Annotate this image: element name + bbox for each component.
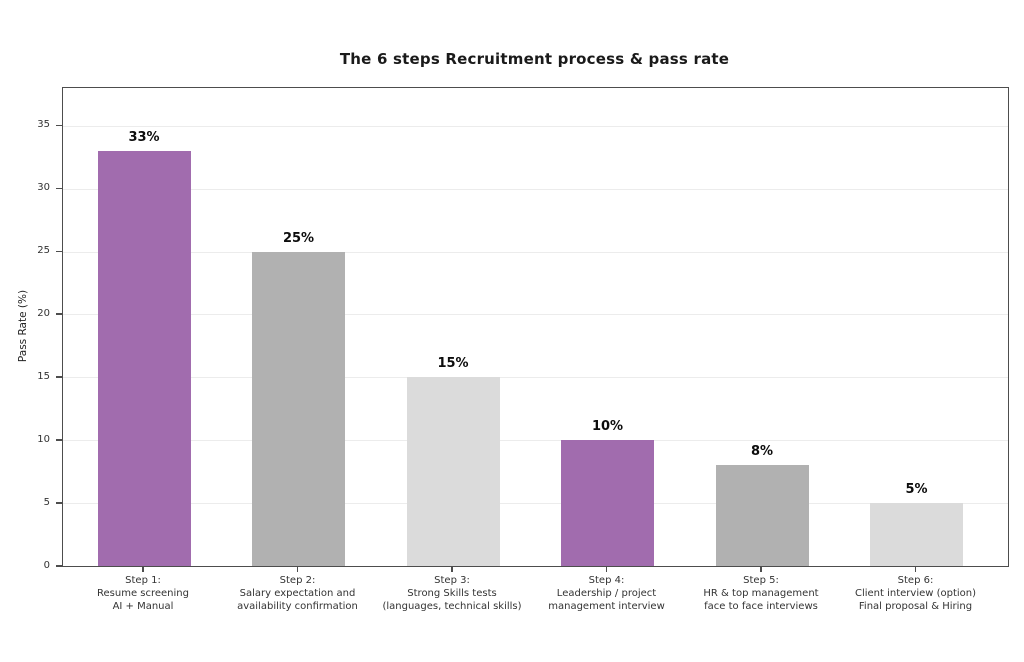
y-tick-label-5: 5 [43,496,50,508]
x-tick-label-step-2: Step 2: Salary expectation and availabilit… [188,574,408,613]
y-tick-mark-20 [56,313,62,315]
x-tick-label-line: AI + Manual [112,601,174,612]
x-tick-label-line: availability confirmation [237,601,358,612]
bar-value-label-step-6: 5% [905,482,928,498]
x-tick-label-line: Final proposal & Hiring [858,601,973,612]
x-tick-label-line: Client interview (option) [854,588,977,599]
x-tick-label-line: Resume screening [97,588,189,599]
y-tick-mark-15 [56,376,62,378]
bar-value-label-step-1: 33% [128,129,160,145]
y-tick-label-0: 0 [43,559,50,571]
bar-value-label-step-3: 15% [437,356,469,372]
bar-step-1 [97,150,191,566]
x-tick-label-line: Step 4: [588,575,625,586]
x-tick-label-line: Leadership / project [556,588,657,599]
x-tick-label-line: Step 1: [125,575,161,586]
y-tick-mark-30 [56,187,62,190]
gridline-10 [63,440,1008,442]
bar-step-4 [561,440,654,566]
y-tick-mark-0 [56,565,62,567]
x-tick-label-step-5: Step 5: HR & top management face to face i… [651,574,871,613]
x-tick-mark-step-5 [760,566,762,572]
bar-step-6 [870,503,963,566]
x-tick-label-line: Salary expectation and [239,588,356,599]
plot-area: 33% 25% 15% 10% 8% 5% [62,87,1009,567]
bar-step-3 [406,377,500,566]
x-tick-mark-step-1 [142,566,144,572]
x-tick-mark-step-3 [451,566,453,572]
bar-value-label-step-4: 10% [591,419,624,435]
x-tick-label-line: Step 3: [434,575,470,586]
x-tick-label-line: Step 2: [279,575,316,586]
gridline-20 [63,314,1008,316]
gridline-15 [63,377,1008,379]
gridline-5 [63,503,1008,505]
y-tick-label-35: 35 [37,119,50,131]
gridline-35 [63,125,1008,127]
x-tick-label-step-3: Step 3: Strong Skills tests (languages, te… [342,574,562,613]
x-tick-mark-step-4 [605,566,608,572]
y-tick-mark-5 [56,502,62,504]
x-tick-label-line: HR & top management [703,588,819,599]
y-tick-label-10: 10 [37,433,50,445]
bar-step-2 [252,251,345,566]
x-tick-label-line: management interview [548,601,665,612]
gridline-25 [63,251,1008,253]
x-tick-label-line: face to face interviews [704,601,818,612]
y-tick-mark-35 [56,124,62,127]
y-tick-label-30: 30 [37,182,50,194]
bar-value-label-step-2: 25% [282,230,315,246]
bar-step-5 [715,465,809,566]
y-tick-label-15: 15 [37,370,50,382]
chart-title: The 6 steps Recruitment process & pass r… [339,50,730,68]
x-tick-label-step-1: Step 1: Resume screening AI + Manual [33,574,253,613]
x-tick-mark-step-6 [914,566,917,572]
x-tick-mark-step-2 [296,566,299,572]
x-tick-label-line: Strong Skills tests [407,588,497,599]
y-tick-mark-10 [56,439,62,441]
y-tick-label-25: 25 [37,245,50,257]
x-tick-label-step-4: Step 4: Leadership / project management in… [497,574,717,613]
bar-value-label-step-5: 8% [750,444,774,460]
x-tick-label-line: (languages, technical skills) [382,601,522,612]
y-tick-mark-25 [56,250,62,253]
x-tick-label-line: Step 5: [743,575,779,586]
gridline-30 [63,188,1008,190]
x-tick-label-step-6: Step 6: Client interview (option) Final pr… [806,574,1024,613]
x-tick-label-line: Step 6: [897,575,934,586]
y-tick-label-20: 20 [37,307,50,319]
